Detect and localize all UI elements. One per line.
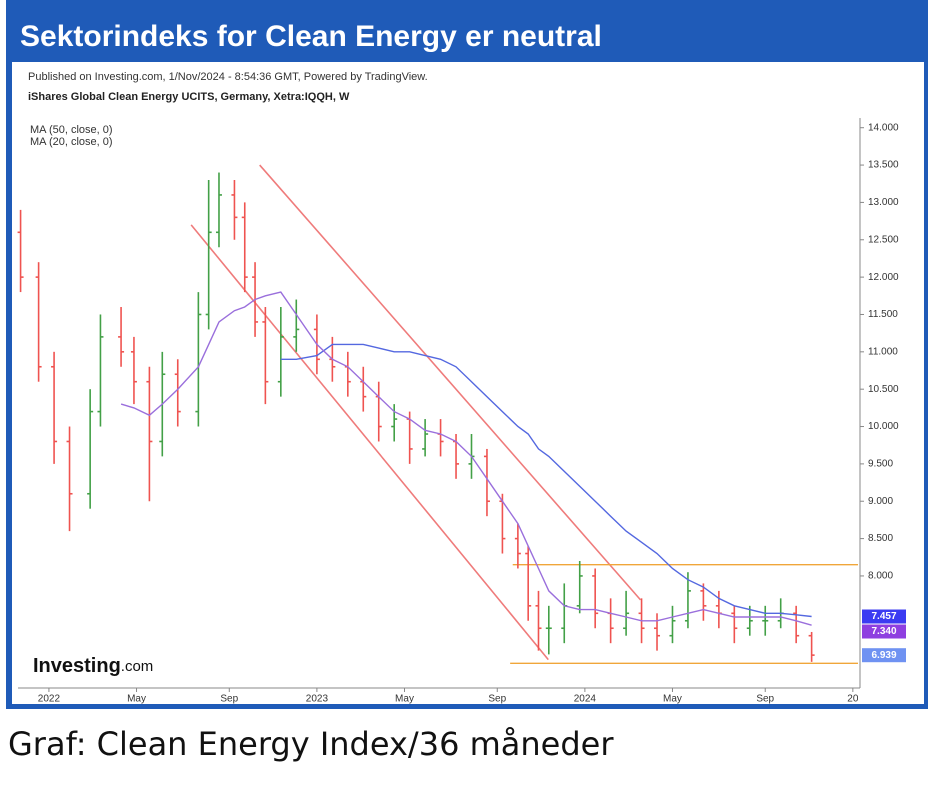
price-label-box bbox=[862, 648, 906, 663]
price-label: 7.457 bbox=[871, 611, 896, 622]
ma-line bbox=[120, 291, 812, 626]
x-tick-label: Sep bbox=[488, 694, 506, 705]
price-label-box bbox=[862, 624, 906, 639]
y-tick-label: 13.500 bbox=[868, 160, 899, 171]
y-tick-label: 8.500 bbox=[868, 533, 893, 544]
x-tick-label: May bbox=[663, 694, 682, 705]
y-tick-label: 14.000 bbox=[868, 122, 899, 133]
published: Published on Investing.com, 1/Nov/2024 -… bbox=[28, 71, 428, 83]
y-tick-label: 12.000 bbox=[868, 272, 899, 283]
y-tick-label: 10.500 bbox=[868, 384, 899, 395]
legend-label: MA (50, close, 0) bbox=[30, 124, 113, 136]
x-tick-label: 2024 bbox=[574, 694, 597, 705]
legend-label: MA (20, close, 0) bbox=[30, 136, 113, 148]
y-tick-label: 12.500 bbox=[868, 234, 899, 245]
x-tick-label: Sep bbox=[756, 694, 774, 705]
caption: Graf: Clean Energy Index/36 måneder bbox=[8, 725, 614, 763]
logo-suffix: .com bbox=[121, 658, 154, 675]
logo-text: Investing bbox=[33, 655, 121, 677]
price-label-box bbox=[862, 609, 906, 624]
channel-line bbox=[259, 164, 642, 601]
x-tick-label: 2023 bbox=[306, 694, 329, 705]
y-tick-label: 9.000 bbox=[868, 496, 893, 507]
x-tick-label: Sep bbox=[220, 694, 238, 705]
y-tick-label: 13.000 bbox=[868, 197, 899, 208]
ma-line bbox=[280, 343, 812, 618]
x-tick-label: May bbox=[395, 694, 414, 705]
x-tick-label: May bbox=[127, 694, 146, 705]
price-label: 7.340 bbox=[871, 626, 896, 637]
y-tick-label: 8.000 bbox=[868, 571, 893, 582]
y-tick-label: 9.500 bbox=[868, 459, 893, 470]
x-tick-label: 2022 bbox=[38, 694, 61, 705]
logo: Investing.com bbox=[33, 655, 153, 677]
channel-line bbox=[190, 224, 549, 661]
x-tick-label: 20 bbox=[847, 694, 859, 705]
subtitle: iShares Global Clean Energy UCITS, Germa… bbox=[28, 91, 350, 103]
y-tick-label: 10.000 bbox=[868, 421, 899, 432]
title: Sektorindeks for Clean Energy er neutral bbox=[20, 20, 602, 53]
price-label: 6.939 bbox=[871, 650, 896, 661]
y-tick-label: 11.500 bbox=[868, 309, 898, 320]
chart-panel bbox=[12, 62, 924, 704]
y-tick-label: 11.000 bbox=[868, 346, 898, 357]
